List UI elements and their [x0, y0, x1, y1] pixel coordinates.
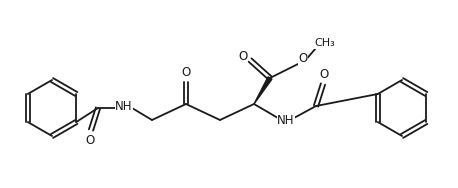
- Text: CH₃: CH₃: [315, 38, 335, 48]
- Text: NH: NH: [277, 114, 295, 127]
- Text: O: O: [181, 67, 191, 80]
- Text: O: O: [238, 51, 248, 64]
- Polygon shape: [254, 77, 272, 104]
- Text: O: O: [319, 67, 329, 80]
- Text: O: O: [85, 133, 95, 146]
- Text: O: O: [298, 52, 308, 65]
- Text: NH: NH: [115, 101, 133, 114]
